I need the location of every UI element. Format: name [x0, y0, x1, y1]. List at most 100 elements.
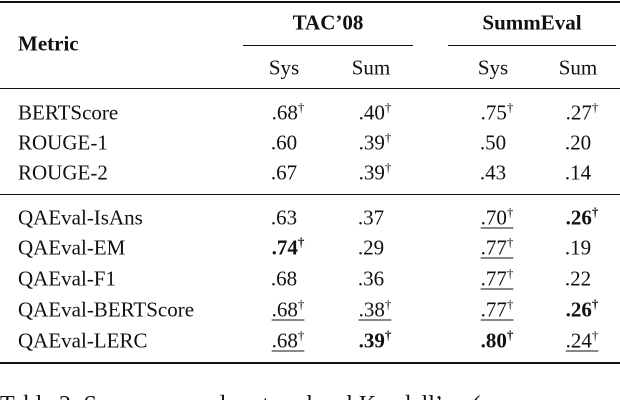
- cell-content: .37: [358, 206, 384, 230]
- cell: .14: [565, 161, 591, 185]
- cell: .22: [564, 266, 592, 291]
- cell: .80†: [480, 327, 514, 353]
- cell-value: .14: [564, 160, 592, 185]
- cell: .39†: [359, 161, 392, 185]
- cell: .68†: [272, 329, 305, 353]
- cell-value: .63: [270, 205, 298, 230]
- cell-content: .38†: [359, 298, 392, 322]
- cell-content: .77†: [481, 298, 514, 322]
- cell-value: .39: [358, 160, 385, 185]
- dagger: †: [384, 327, 392, 343]
- cell-content: .68†: [272, 329, 305, 353]
- cell-value: .77: [480, 266, 507, 291]
- cell: .37: [358, 206, 384, 230]
- dagger: †: [591, 296, 599, 312]
- cell-content: .68: [271, 267, 297, 291]
- cell-value: .68: [270, 266, 298, 291]
- row-label: BERTScore: [18, 100, 119, 125]
- row-label: ROUGE-1: [18, 130, 108, 155]
- cell: .39†: [359, 329, 392, 353]
- cell-content: .27†: [566, 101, 599, 125]
- cell-value: .39: [358, 130, 385, 155]
- cell-content: .50: [480, 131, 506, 155]
- dagger: †: [591, 99, 599, 115]
- cell-value: .68: [271, 328, 298, 353]
- cell-content: .74†: [272, 236, 305, 260]
- cell-content: .68†: [272, 101, 305, 125]
- cell: .50: [480, 131, 506, 155]
- cell: .77†: [481, 236, 514, 260]
- cell-value: .26: [565, 297, 592, 322]
- column-header: Sum: [351, 55, 391, 80]
- dagger: †: [297, 296, 305, 312]
- row-label: QAEval-BERTScore: [18, 297, 195, 322]
- cell-content: .60: [271, 131, 297, 155]
- cell-value: .19: [564, 235, 592, 260]
- cell: .27†: [566, 101, 599, 125]
- cell-content: .26†: [566, 298, 599, 322]
- cell: .29: [358, 236, 384, 260]
- cell-value: .22: [564, 266, 592, 291]
- cell-value: .43: [479, 160, 507, 185]
- cell-content: .14: [565, 161, 591, 185]
- dagger: †: [506, 234, 514, 250]
- cell-content: .67: [271, 161, 297, 185]
- top-rule: [0, 1, 620, 3]
- cell-value: .80: [480, 328, 507, 353]
- dagger: †: [506, 327, 514, 343]
- cell-content: .39†: [359, 329, 392, 353]
- cell-value: .39: [358, 328, 385, 353]
- cell-content: .63: [271, 206, 297, 230]
- row-label: QAEval-LERC: [18, 328, 148, 353]
- cell-content: .26†: [566, 206, 599, 230]
- dagger: †: [297, 327, 305, 343]
- cell-content: .75†: [481, 101, 514, 125]
- cell-content: .68†: [272, 298, 305, 322]
- cell-value: .37: [357, 205, 385, 230]
- cell-content: .19: [565, 236, 591, 260]
- group-header: SummEval: [482, 10, 582, 35]
- dagger: †: [384, 129, 392, 145]
- cell: .26†: [566, 206, 599, 230]
- cell: .67: [271, 161, 297, 185]
- cell-content: .39†: [359, 161, 392, 185]
- cell-content: .70†: [481, 206, 514, 230]
- cell: .40†: [359, 101, 392, 125]
- cell: .77†: [481, 298, 514, 322]
- row-label: QAEval-F1: [18, 266, 116, 291]
- cell: .20: [565, 131, 591, 155]
- cell: .24†: [565, 328, 599, 353]
- dagger: †: [384, 159, 392, 175]
- cell: .19: [565, 236, 591, 260]
- dagger: †: [384, 99, 392, 115]
- cell-content: .77†: [481, 236, 514, 260]
- cell-content: .20: [565, 131, 591, 155]
- column-header: Sum: [558, 55, 598, 80]
- cell-value: .38: [358, 297, 385, 322]
- cell-value: .68: [271, 297, 298, 322]
- cell: .36: [358, 267, 384, 291]
- metric-header: Metric: [18, 31, 79, 56]
- cell: .74†: [272, 236, 305, 260]
- cell-value: .60: [270, 130, 298, 155]
- group-rule: [243, 45, 413, 46]
- dagger: †: [297, 234, 305, 250]
- cell: .70†: [481, 206, 514, 230]
- cell-value: .20: [564, 130, 592, 155]
- cell-content: .40†: [359, 101, 392, 125]
- column-header: Sys: [477, 55, 509, 80]
- cell-value: .24: [565, 328, 592, 353]
- cell: .68†: [272, 101, 305, 125]
- cell-value: .27: [565, 100, 592, 125]
- cell: .63: [271, 206, 297, 230]
- cell: .38†: [359, 298, 392, 322]
- cell-content: .29: [358, 236, 384, 260]
- cell-value: .70: [480, 205, 507, 230]
- cell-content: .36: [358, 267, 384, 291]
- cell-value: .29: [357, 235, 385, 260]
- cell: .26†: [566, 298, 599, 322]
- cell: .39†: [358, 129, 392, 155]
- dagger: †: [506, 204, 514, 220]
- cell: .68†: [272, 298, 305, 322]
